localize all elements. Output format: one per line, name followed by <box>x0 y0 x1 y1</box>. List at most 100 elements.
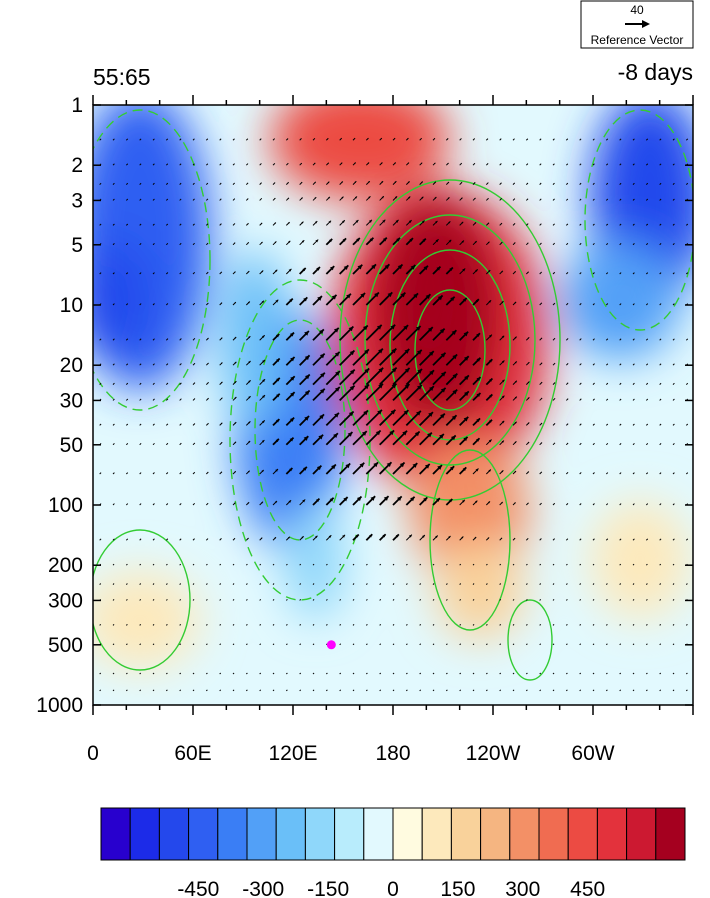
wind-vector <box>632 272 635 275</box>
wind-vector-head <box>329 266 335 271</box>
wind-vector <box>659 138 662 141</box>
wind-vector-head <box>371 264 376 270</box>
wind-vector-head <box>356 237 360 242</box>
wind-vector-head <box>464 375 469 381</box>
wind-vectors <box>99 105 689 692</box>
wind-vector <box>685 672 688 675</box>
wind-vector-head <box>248 360 251 364</box>
wind-vector <box>179 382 182 385</box>
wind-vector-head <box>474 197 476 200</box>
colorbar-box <box>246 807 277 861</box>
wind-vector-head <box>302 499 306 503</box>
wind-vector-head <box>381 196 384 199</box>
y-tick-label: 2 <box>71 154 83 177</box>
wind-vector <box>152 423 155 426</box>
wind-vector-head <box>540 382 543 384</box>
wind-vector-head <box>319 329 324 335</box>
wind-vector-head <box>434 197 437 199</box>
wind-vector <box>685 583 688 585</box>
wind-vector <box>125 643 128 646</box>
colorbar-box <box>304 807 336 861</box>
wind-vector-head <box>345 463 351 469</box>
wind-vector <box>165 138 169 141</box>
wind-vector <box>592 163 595 166</box>
wind-vector-head <box>382 237 387 242</box>
wind-vector-head <box>391 348 397 354</box>
wind-vector <box>392 583 395 585</box>
x-axis: 0 60E 120E 180 120W 60W <box>87 95 694 765</box>
wind-vector-head <box>527 271 529 273</box>
wind-vector <box>179 599 182 601</box>
wind-vector-head <box>368 196 371 199</box>
colorbar-box <box>655 807 686 861</box>
wind-vector-head <box>376 324 382 330</box>
wind-vector <box>285 689 288 692</box>
wind-vector-head <box>462 268 466 272</box>
wind-vector <box>525 689 528 692</box>
wind-vector <box>539 271 543 275</box>
wind-vector <box>512 537 516 541</box>
wind-vector <box>579 138 582 141</box>
wind-vector <box>325 563 328 566</box>
wind-vector <box>459 623 462 626</box>
wind-vector <box>632 198 635 201</box>
wind-vector <box>192 563 195 566</box>
wind-vector-head <box>288 500 292 503</box>
wind-vector <box>565 363 569 366</box>
wind-vector-head <box>422 238 426 242</box>
wind-vector-head <box>487 241 490 244</box>
wind-vector <box>365 599 368 601</box>
wind-vector-head <box>302 466 307 471</box>
wind-vector-head <box>319 353 325 359</box>
wind-vector-head <box>220 397 223 400</box>
wind-vector-head <box>248 421 251 424</box>
wind-vector-head <box>370 496 376 501</box>
wind-vector <box>672 182 675 185</box>
wind-vector-head <box>341 196 344 199</box>
wind-vector <box>419 599 422 601</box>
wind-vector <box>139 599 142 601</box>
wind-vector <box>299 672 302 675</box>
wind-vector <box>592 643 595 646</box>
wind-vector-head <box>220 362 223 364</box>
wind-vector <box>419 643 422 646</box>
wind-vector <box>285 583 288 585</box>
wind-vector-head <box>450 435 456 441</box>
wind-vector <box>525 643 528 646</box>
wind-vector <box>512 163 515 166</box>
wind-vector <box>579 182 582 185</box>
wind-vector-head <box>319 388 325 394</box>
wind-vector-head <box>335 371 340 376</box>
wind-vector-head <box>514 396 517 399</box>
wind-vector <box>632 538 635 541</box>
wind-vector <box>512 222 516 226</box>
wind-vector <box>165 442 169 446</box>
wind-vector-head <box>514 336 517 339</box>
wind-vector-head <box>514 242 516 244</box>
wind-vector-head <box>396 237 400 242</box>
wind-vector <box>632 583 635 585</box>
wind-vector <box>432 643 435 646</box>
wind-vector <box>365 689 368 692</box>
wind-vector <box>605 138 609 141</box>
wind-vector-head <box>364 368 370 374</box>
wind-vector <box>579 363 582 366</box>
wind-vector <box>152 242 155 246</box>
wind-vector <box>659 182 662 185</box>
wind-vector-head <box>447 181 449 184</box>
wind-vector <box>152 198 155 201</box>
wind-vector <box>392 672 395 675</box>
wind-vector <box>152 398 155 401</box>
wind-vector-head <box>207 423 209 425</box>
wind-vector <box>125 599 128 601</box>
wind-vector <box>459 563 462 566</box>
wind-vector-head <box>399 462 405 468</box>
wind-vector-head <box>220 271 222 274</box>
wind-vector <box>272 162 276 166</box>
wind-vector <box>539 502 542 506</box>
wind-vector <box>205 163 209 166</box>
wind-vector <box>645 599 648 601</box>
wind-vector-head <box>247 502 250 504</box>
wind-vector-head <box>390 324 396 330</box>
wind-vector <box>579 423 582 426</box>
